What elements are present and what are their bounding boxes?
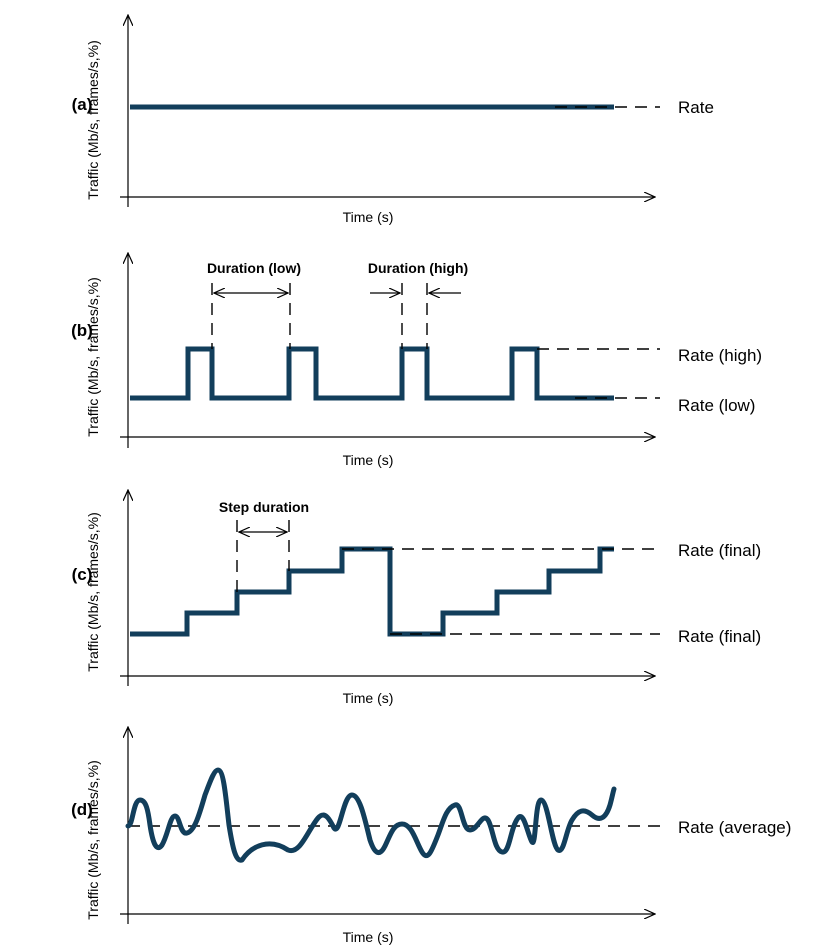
panel-b-y-axis-label: Traffic (Mb/s, frames/s,%) [85, 277, 101, 436]
panel-d: (d) Traffic (Mb/s, frames/s,%) Time (s) … [71, 727, 791, 945]
panel-b-rate-low-label: Rate (low) [678, 396, 755, 415]
panel-a-y-axis-label: Traffic (Mb/s, frames/s,%) [85, 40, 101, 199]
panel-d-x-axis-label: Time (s) [343, 929, 394, 945]
panel-c-label: (c) [72, 565, 93, 584]
panel-c-step-trace [130, 546, 614, 637]
panel-c-step-duration-label: Step duration [219, 499, 309, 515]
panel-a-x-axis-label: Time (s) [343, 209, 394, 225]
panel-b-duration-low-label: Duration (low) [207, 260, 301, 276]
panel-d-y-axis-label: Traffic (Mb/s, frames/s,%) [85, 760, 101, 919]
panel-d-label: (d) [71, 800, 93, 819]
panel-b-burst-trace [130, 346, 614, 401]
panel-c-rate-final-bottom-label: Rate (final) [678, 627, 761, 646]
panel-c-rate-final-top-label: Rate (final) [678, 541, 761, 560]
panel-b: (b) Traffic (Mb/s, frames/s,%) Time (s) … [71, 253, 762, 468]
panel-c: (c) Traffic (Mb/s, frames/s,%) Time (s) … [72, 490, 761, 706]
panel-b-duration-high-label: Duration (high) [368, 260, 468, 276]
panel-a: (a) Traffic (Mb/s, frames/s,%) Time (s) … [72, 15, 714, 225]
panel-c-x-axis-label: Time (s) [343, 690, 394, 706]
panel-a-rate-label: Rate [678, 98, 714, 117]
panel-d-rate-average-label: Rate (average) [678, 818, 791, 837]
panel-d-random-trace [125, 767, 617, 863]
panel-b-label: (b) [71, 321, 93, 340]
panel-b-rate-high-label: Rate (high) [678, 346, 762, 365]
panel-c-y-axis-label: Traffic (Mb/s, frames/s,%) [85, 512, 101, 671]
panel-a-label: (a) [72, 95, 93, 114]
panel-b-x-axis-label: Time (s) [343, 452, 394, 468]
